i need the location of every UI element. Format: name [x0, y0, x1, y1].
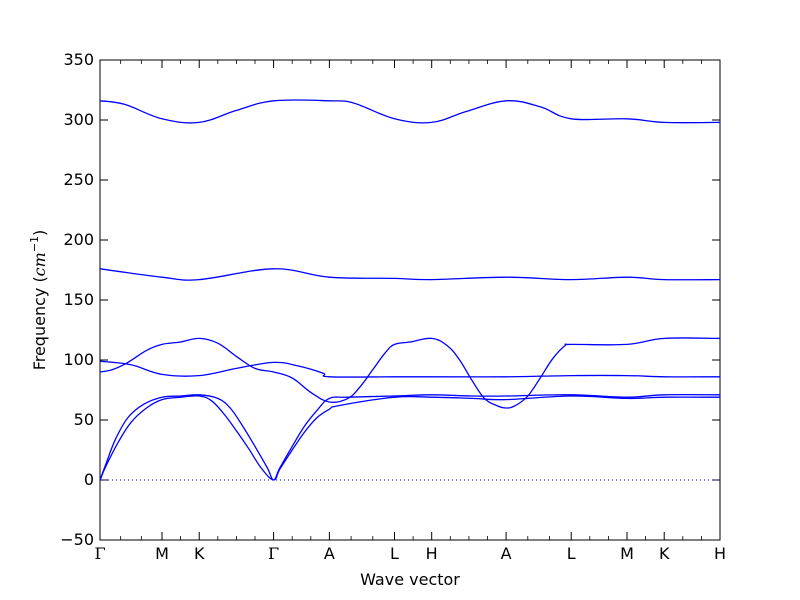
y-tick-label: 150: [63, 290, 94, 309]
y-tick-labels: −50 0 50 100 150 200 250 300 350: [60, 50, 94, 549]
y-axis-label-text: Frequency (: [30, 276, 49, 370]
band-line-4: [99, 360, 721, 378]
y-tick-label: 0: [84, 470, 94, 489]
y-tick-label: 350: [63, 50, 94, 69]
x-axis-label: Wave vector: [360, 570, 460, 589]
x-tick-label: K: [194, 544, 205, 563]
x-tick-label: K: [659, 544, 670, 563]
x-tick-label: M: [155, 544, 169, 563]
band-line-1: [99, 99, 721, 124]
y-tick-label: 50: [74, 410, 94, 429]
x-tick-label: Γ: [94, 544, 105, 563]
band-line-2: [99, 268, 721, 281]
x-tick-label: Γ: [268, 544, 279, 563]
major-ticks: [99, 59, 721, 541]
x-tick-label: L: [390, 544, 399, 563]
y-tick-label: 200: [63, 230, 94, 249]
y-tick-label: −50: [60, 530, 94, 549]
y-tick-label: 250: [63, 170, 94, 189]
y-tick-label: 300: [63, 110, 94, 129]
y-axis-label-unit: cm: [30, 252, 49, 276]
x-tick-label: A: [324, 544, 335, 563]
y-axis-label-exponent: −1: [28, 236, 41, 252]
x-tick-label: H: [714, 544, 726, 563]
minor-ticks: [120, 60, 702, 540]
x-tick-label: H: [426, 544, 438, 563]
x-tick-label: M: [620, 544, 634, 563]
y-axis-label: Frequency (cm−1): [28, 230, 49, 371]
y-tick-label: 100: [63, 350, 94, 369]
band-line-6: [99, 395, 721, 481]
x-tick-label: A: [501, 544, 512, 563]
y-axis-label-close: ): [30, 230, 49, 236]
plot-frame: [99, 59, 721, 541]
x-tick-label: L: [567, 544, 576, 563]
series-layer: [99, 99, 721, 481]
